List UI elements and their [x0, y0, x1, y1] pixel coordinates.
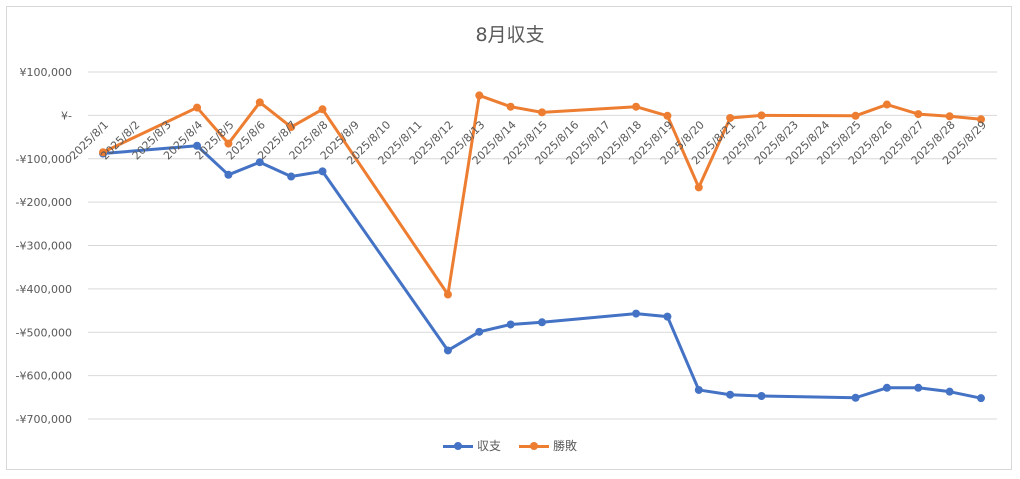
data-point-series-1 — [663, 312, 672, 321]
chart-area — [6, 6, 1012, 470]
data-point-series-2 — [663, 111, 672, 120]
data-point-series-2 — [538, 108, 546, 117]
data-point-series-1 — [255, 158, 264, 167]
data-point-series-1 — [977, 394, 985, 403]
data-point-series-1 — [694, 385, 703, 394]
data-point-series-1 — [945, 387, 954, 396]
data-point-series-1 — [726, 390, 735, 399]
data-point-series-2 — [475, 91, 484, 100]
data-point-series-2 — [694, 183, 703, 192]
y-tick-label: -¥100,000 — [16, 153, 72, 166]
legend-item-series-1: 収支 — [442, 437, 501, 454]
y-tick-label: ¥- — [61, 109, 72, 122]
y-tick-label: ¥100,000 — [20, 66, 73, 79]
y-tick-label: -¥300,000 — [16, 240, 72, 253]
legend-swatch-series-2 — [519, 440, 549, 452]
series-line-2 — [102, 93, 982, 297]
data-point-series-1 — [882, 383, 891, 392]
data-point-series-2 — [318, 105, 327, 114]
chart-title: 8月収支 — [475, 24, 545, 46]
data-point-series-1 — [193, 141, 202, 150]
y-tick-label: -¥500,000 — [16, 326, 72, 339]
y-tick-label: -¥700,000 — [16, 413, 72, 426]
data-point-series-2 — [193, 103, 202, 112]
legend-label-series-2: 勝敗 — [553, 439, 578, 453]
data-point-series-2 — [757, 111, 766, 120]
data-point-series-2 — [977, 115, 985, 124]
data-point-series-2 — [851, 111, 860, 120]
series-line-1 — [102, 144, 982, 400]
series-lines — [99, 91, 985, 403]
data-point-series-2 — [443, 290, 452, 299]
legend-swatch-series-1 — [442, 440, 473, 452]
data-point-series-1 — [475, 327, 484, 336]
data-point-series-2 — [255, 98, 264, 107]
y-tick-label: -¥400,000 — [16, 283, 72, 296]
data-point-series-2 — [945, 112, 954, 121]
legend: 収支 勝敗 — [0, 437, 1020, 454]
y-tick-label: -¥600,000 — [16, 370, 72, 383]
data-point-series-1 — [851, 393, 860, 402]
data-point-series-2 — [99, 148, 107, 157]
data-point-series-1 — [632, 309, 641, 318]
gridlines — [88, 71, 997, 420]
data-point-series-1 — [757, 392, 766, 401]
data-point-series-2 — [224, 139, 233, 148]
data-point-series-2 — [506, 102, 515, 111]
data-point-series-1 — [443, 346, 452, 355]
x-axis-tick-labels: 2025/8/12025/8/22025/8/32025/8/42025/8/5… — [67, 118, 989, 167]
data-point-series-1 — [538, 318, 546, 327]
data-point-series-1 — [287, 172, 296, 181]
data-point-series-1 — [506, 320, 515, 329]
y-axis-tick-labels: ¥100,000 ¥- -¥100,000 -¥200,000 -¥300,000 -¥4… — [16, 66, 72, 426]
data-point-series-2 — [882, 100, 891, 109]
data-point-series-1 — [318, 167, 327, 176]
data-point-series-1 — [914, 383, 923, 392]
data-point-series-2 — [914, 110, 923, 119]
data-point-series-1 — [224, 170, 233, 179]
legend-label-series-1: 収支 — [476, 439, 501, 453]
data-point-series-2 — [632, 102, 641, 111]
y-tick-label: -¥200,000 — [16, 196, 72, 209]
legend-item-series-2: 勝敗 — [519, 437, 577, 454]
data-point-series-2 — [726, 113, 735, 122]
data-point-series-2 — [287, 123, 296, 132]
